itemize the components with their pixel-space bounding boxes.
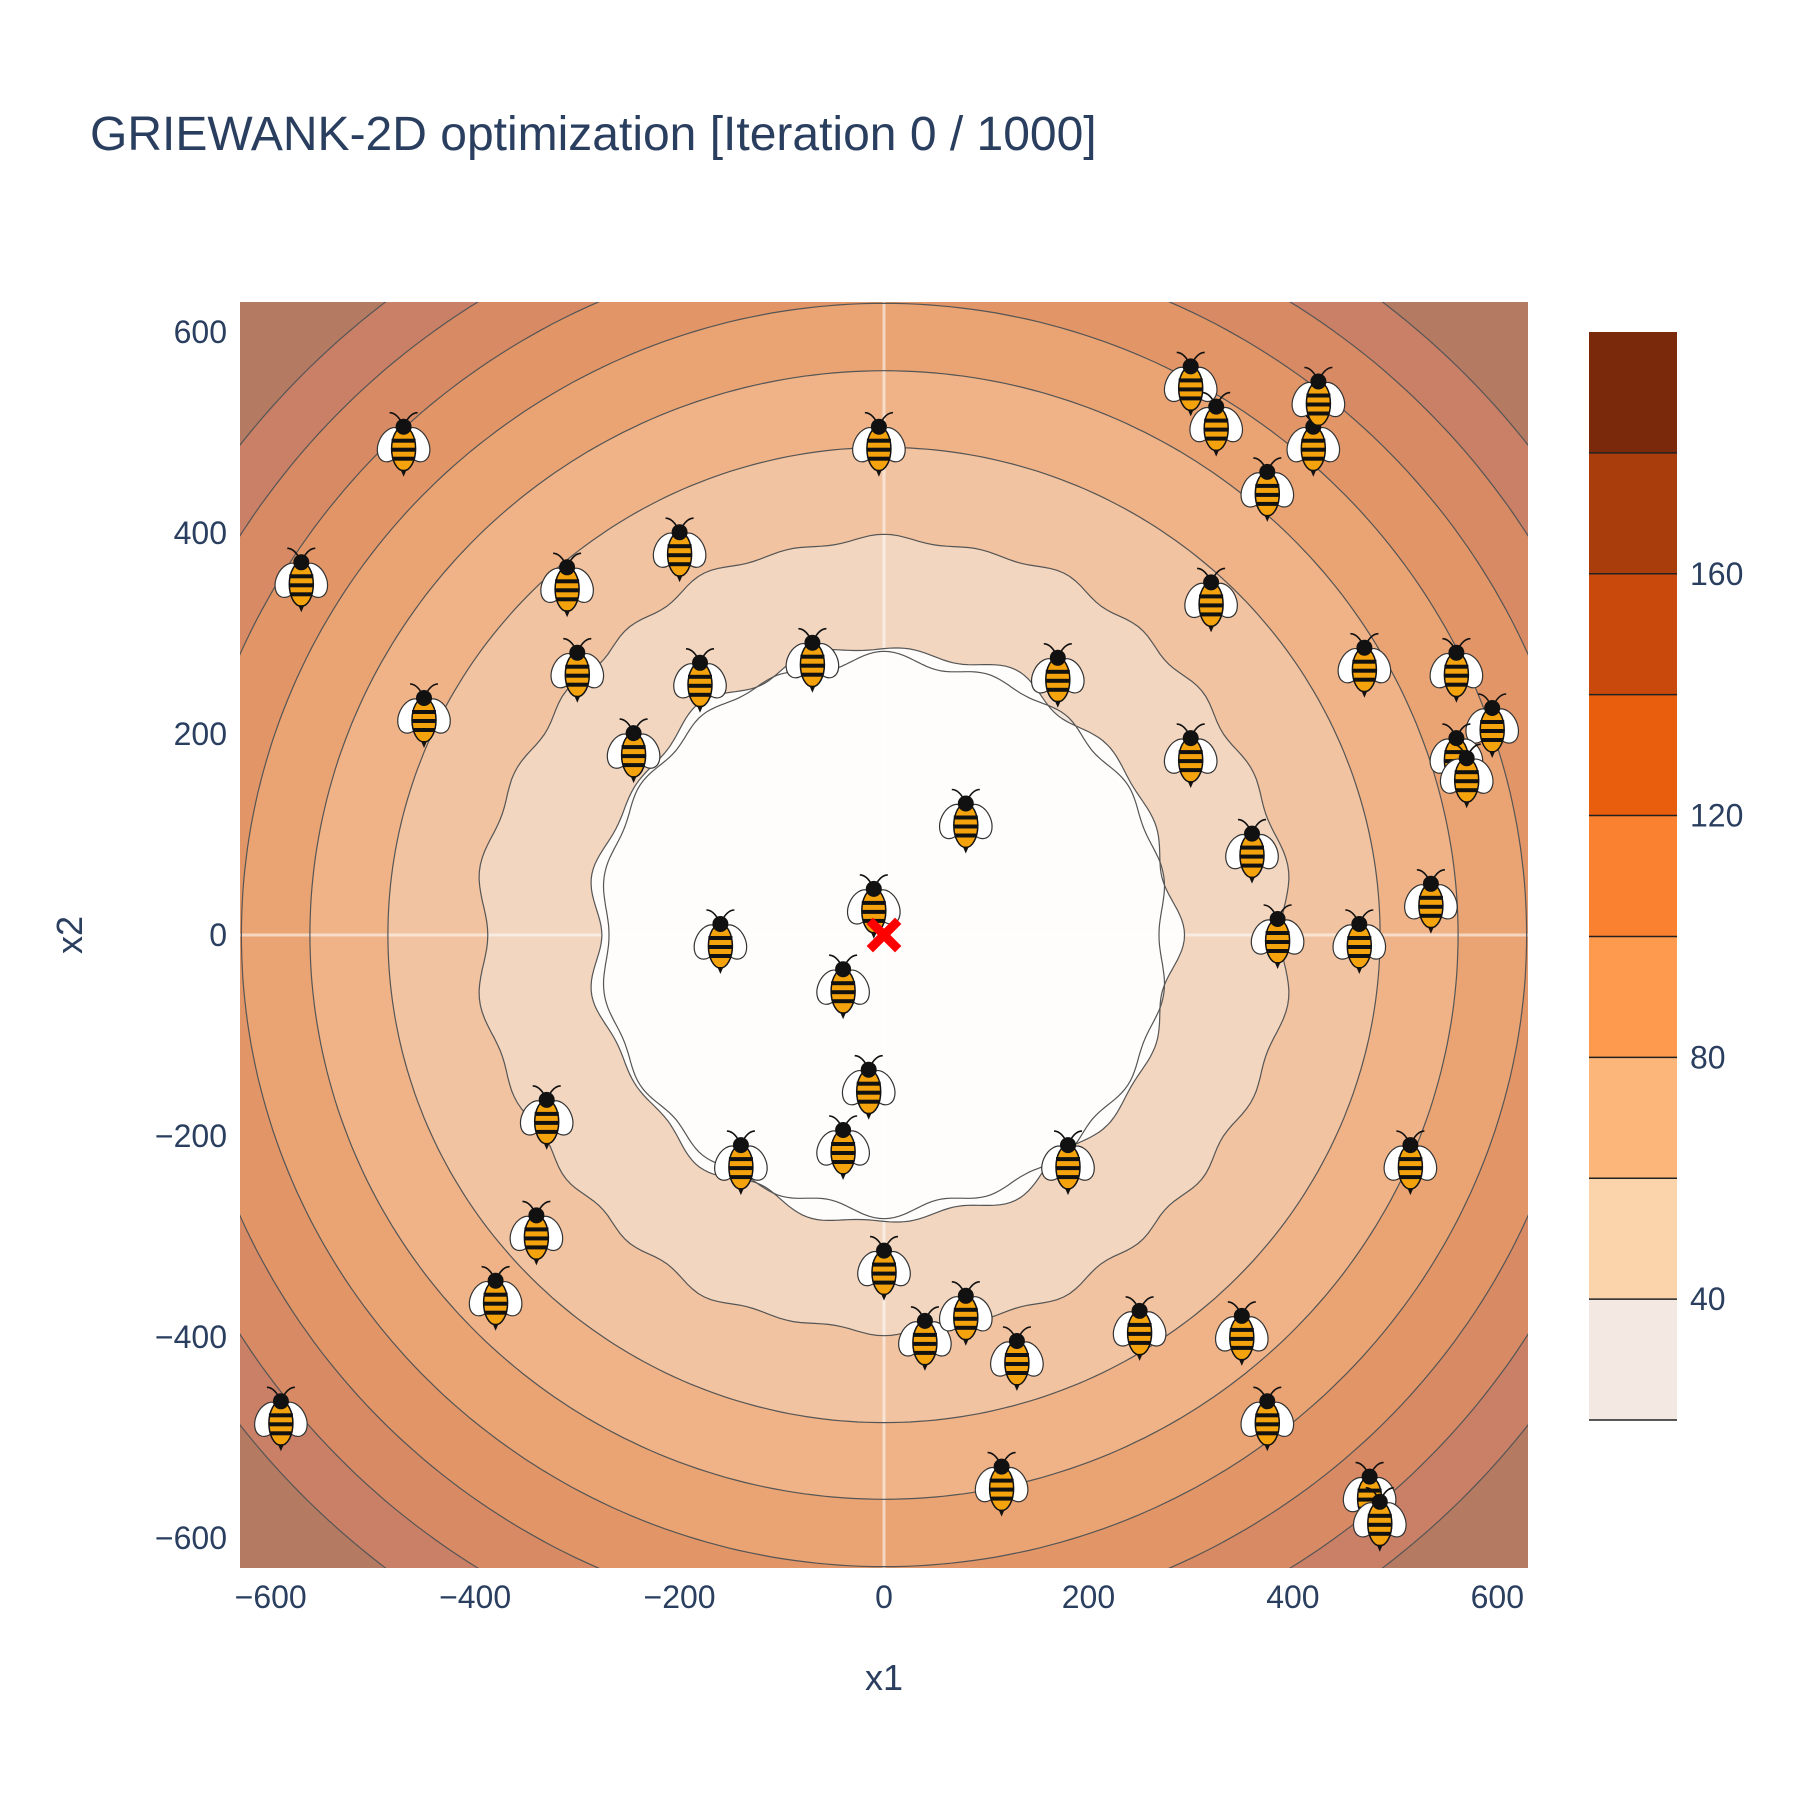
y-axis-ticks: −600 −400 −200 0 200 400 600 [155, 314, 227, 1556]
x-tick-label: −600 [235, 1579, 307, 1615]
y-tick-label: 0 [209, 917, 227, 953]
y-tick-label: −200 [155, 1118, 227, 1154]
colorbar-band [1589, 573, 1677, 695]
y-tick-label: 400 [174, 515, 227, 551]
colorbar-band [1589, 452, 1677, 574]
colorbar-tick-label: 40 [1690, 1281, 1726, 1317]
colorbar-band [1589, 936, 1677, 1058]
colorbar-band [1589, 1057, 1677, 1179]
x-axis-ticks: −600 −400 −200 0 200 400 600 [235, 1579, 1524, 1615]
colorbar [1589, 332, 1677, 1421]
contour-line-40 [478, 533, 1290, 1337]
y-tick-label: −600 [155, 1520, 227, 1556]
x-tick-label: −400 [439, 1579, 511, 1615]
contour-lines [240, 302, 1528, 1568]
colorbar-band [1589, 694, 1677, 816]
global-minimum-marker [866, 917, 902, 953]
minimum-layer [866, 917, 902, 953]
y-axis-title: x2 [49, 916, 90, 954]
contour-line-60 [387, 446, 1381, 1424]
chart-title: GRIEWANK-2D optimization [Iteration 0 / … [90, 108, 1097, 161]
x-axis-title: x1 [865, 1657, 903, 1698]
plot-area [240, 302, 1528, 1568]
contour-line-20 [602, 650, 1166, 1220]
x-tick-label: 600 [1471, 1579, 1524, 1615]
colorbar-tick-label: 80 [1690, 1039, 1726, 1075]
colorbar-band [1589, 1178, 1677, 1300]
x-tick-label: −200 [644, 1579, 716, 1615]
x-tick-label: 400 [1266, 1579, 1319, 1615]
colorbar-band [1589, 1299, 1677, 1420]
y-tick-label: 200 [174, 716, 227, 752]
y-tick-label: −400 [155, 1319, 227, 1355]
contour-line-120 [240, 302, 1528, 1568]
colorbar-band [1589, 332, 1677, 453]
y-tick-label: 600 [174, 314, 227, 350]
x-tick-label: 200 [1062, 1579, 1115, 1615]
x-tick-label: 0 [875, 1579, 893, 1615]
colorbar-tick-label: 120 [1690, 798, 1743, 834]
colorbar-tick-label: 160 [1690, 556, 1743, 592]
contour-line-80 [309, 370, 1459, 1500]
colorbar-band [1589, 815, 1677, 937]
colorbar-ticks: 40 80 120 160 [1690, 556, 1743, 1317]
